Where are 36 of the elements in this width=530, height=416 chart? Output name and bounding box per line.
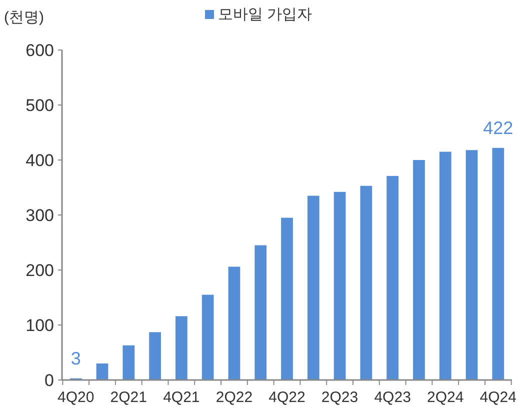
x-tick-label: 2Q22	[216, 389, 253, 406]
bar	[334, 192, 346, 380]
y-tick-label: 200	[26, 260, 54, 280]
x-tick-label: 2Q24	[427, 389, 464, 406]
y-tick-label: 500	[26, 96, 54, 115]
bar	[96, 364, 108, 380]
data-label: 3	[70, 348, 81, 368]
bar	[466, 150, 478, 380]
bar	[439, 152, 452, 380]
bar	[149, 332, 161, 380]
bar	[307, 196, 320, 380]
bar	[492, 148, 504, 380]
bar	[202, 294, 214, 380]
x-tick-label: 2Q23	[321, 389, 358, 406]
bar	[175, 316, 188, 380]
y-tick-label: 600	[26, 40, 54, 60]
x-tick-label: 4Q24	[480, 389, 516, 406]
y-axis-title: (천명)	[4, 9, 44, 26]
y-tick-label: 400	[26, 150, 54, 170]
x-tick-label: 4Q23	[374, 389, 411, 406]
bar	[228, 266, 240, 380]
data-label: 422	[483, 118, 514, 138]
x-tick-label: 2Q21	[110, 389, 147, 406]
legend-label: 모바일 가입자	[218, 6, 312, 23]
bar	[122, 345, 135, 380]
bar	[360, 186, 372, 380]
bar	[254, 245, 267, 380]
y-tick-label: 300	[26, 206, 54, 225]
x-tick-label: 4Q22	[268, 389, 306, 406]
x-tick-label: 4Q20	[58, 389, 94, 406]
y-tick-label: 100	[26, 316, 54, 335]
x-tick-label: 4Q21	[163, 389, 200, 406]
y-tick-label: 0	[44, 370, 54, 390]
bar	[413, 160, 425, 380]
bar	[281, 218, 293, 380]
bar	[386, 176, 399, 380]
